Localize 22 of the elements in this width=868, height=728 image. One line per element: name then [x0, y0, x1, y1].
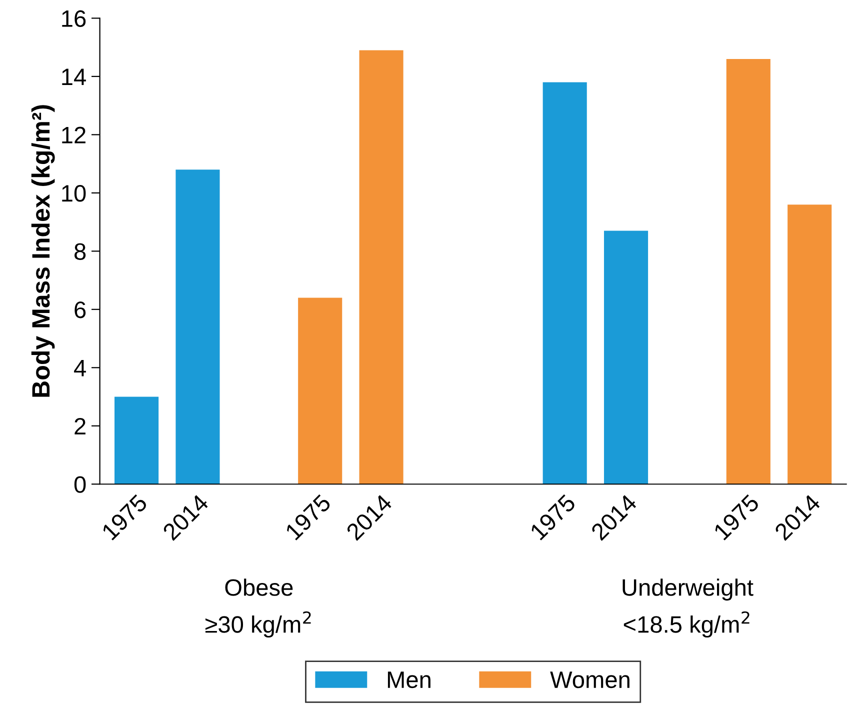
- legend-label: Men: [388, 672, 430, 688]
- bar: [359, 50, 404, 484]
- bar: [298, 298, 342, 484]
- y-axis-title: Body Mass Index (kg/m²): [31, 105, 55, 397]
- bar: [542, 82, 587, 484]
- y-tick-label: 6: [74, 301, 86, 318]
- y-tick-label: 16: [62, 10, 86, 27]
- y-tick-label: 0: [74, 476, 86, 493]
- bar: [726, 58, 770, 484]
- bar: [788, 204, 832, 484]
- text: Underweight <18.5 kg/m$^{2}$: [622, 578, 754, 638]
- y-tick-label: 2: [74, 418, 86, 434]
- text: Obese ≥30 kg/m$^{2}$: [205, 578, 311, 638]
- y-tick-label: 14: [62, 68, 86, 85]
- y-tick-label: 4: [74, 360, 86, 376]
- bar: [176, 170, 220, 484]
- y-tick-label: 8: [74, 243, 86, 260]
- y-tick-label: 12: [62, 126, 86, 144]
- bar: [604, 230, 648, 484]
- y-tick-label: 10: [62, 184, 86, 202]
- bar: [114, 396, 159, 484]
- legend-label: Women: [550, 672, 630, 688]
